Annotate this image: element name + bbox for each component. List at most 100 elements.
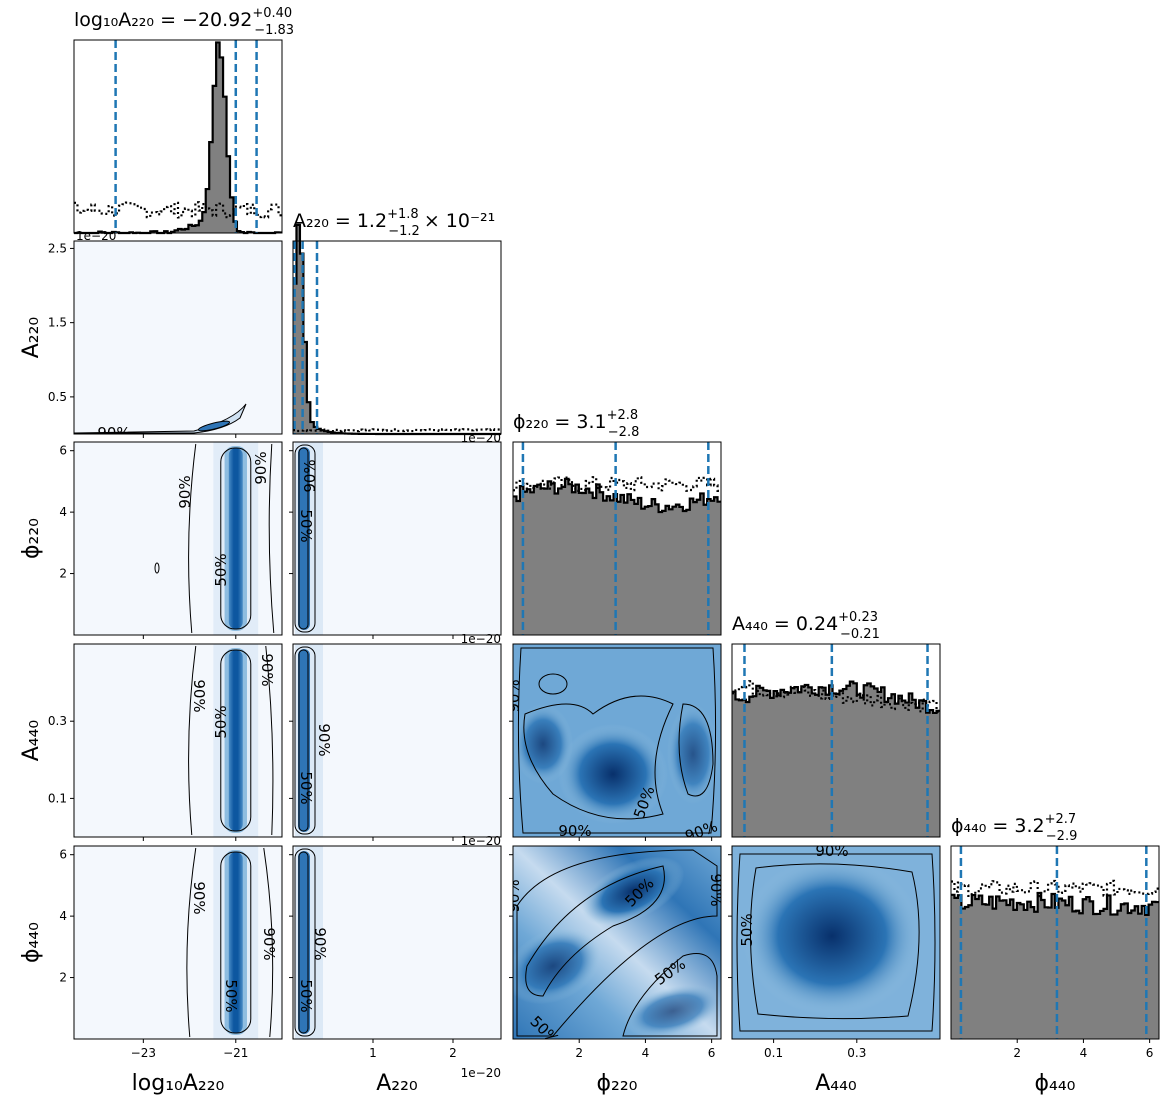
density-panel-log10A220-vs-phi440: 90% 90% 50% <box>73 845 283 1040</box>
axes-frame <box>73 845 283 1040</box>
contour-label-90-left: 90% <box>505 879 523 912</box>
contour-90 <box>294 646 316 835</box>
y-tick-label-phi220-0: 2 <box>59 567 67 581</box>
x-tick-label-phi220-1: 4 <box>642 1046 650 1060</box>
density-peak-left <box>513 927 601 1005</box>
histogram-fill-phi220 <box>513 478 721 635</box>
x-tick-label-phi220-2: 6 <box>708 1046 716 1060</box>
x-tick-label-log10A220-1: −21 <box>223 1046 248 1060</box>
offset-text-diag1: 1e−20 <box>461 431 501 445</box>
prior-histogram-A220 <box>293 428 501 433</box>
y-axis-label-A220: A₂₂₀ <box>19 317 44 359</box>
histogram-panel-phi440 <box>950 845 1160 1040</box>
axes-frame-A220 <box>292 240 502 435</box>
panel-title-phi220: ϕ₂₂₀ = 3.1+2.8 −2.8 <box>513 408 639 440</box>
histogram-fill-A440 <box>732 681 940 837</box>
contour-90-right <box>263 847 274 1038</box>
contour-50 <box>220 447 252 630</box>
density-core <box>298 649 310 832</box>
panel-title-log10A220: log₁₀A₂₂₀ = −20.92+0.40 −1.83 <box>74 6 294 38</box>
x-axis-label-A220: A₂₂₀ <box>376 1071 418 1096</box>
histogram-outline-A440 <box>732 680 940 715</box>
contour-90-left <box>188 443 197 634</box>
offset-text-row3: 1e−20 <box>461 834 501 848</box>
panel-title-A220: A₂₂₀ = 1.2+1.8 −1.2 × 10⁻²¹ <box>293 207 495 239</box>
axes-frame-phi440 <box>950 845 1160 1040</box>
density-peak-upper <box>581 856 685 926</box>
density-core <box>228 448 243 629</box>
density-peak <box>742 856 922 1016</box>
axes-frame <box>73 240 283 435</box>
contour-label-90-bottom: 90% <box>558 822 591 840</box>
contour-label-90-left: 90% <box>190 679 208 712</box>
density-core <box>298 851 310 1034</box>
axes-frame <box>73 643 283 838</box>
contour-label-50: 50% <box>212 553 230 586</box>
x-tick-label-A220-1: 2 <box>449 1046 457 1060</box>
histogram-panel-A220 <box>292 223 502 436</box>
contour-island <box>538 673 568 695</box>
contour-90-left <box>188 645 197 836</box>
contour-50-right <box>678 703 714 797</box>
x-axis-label-phi220: ϕ₂₂₀ <box>597 1071 638 1096</box>
y-tick-label-A220-0: 0.5 <box>48 390 67 404</box>
contour-label-90: 90% <box>315 723 333 756</box>
axes-frame <box>292 643 502 838</box>
contour-label-90: 90% <box>311 927 329 960</box>
contour-50-upper <box>525 865 665 997</box>
contour-label-50: 50% <box>297 771 315 804</box>
contour-50 <box>298 851 309 1034</box>
contour-50 <box>298 649 309 832</box>
y-tick-label-A220-1: 1.5 <box>48 316 67 330</box>
axes-frame-phi220 <box>512 441 722 636</box>
x-tick-label-A440-1: 0.3 <box>847 1046 866 1060</box>
y-tick-label-phi220-2: 6 <box>59 444 67 458</box>
x-tick-label-A440-0: 0.1 <box>764 1046 783 1060</box>
contour-label-90-right: 90% <box>260 927 278 960</box>
density-panel-log10A220-vs-A440: 90%90%50% <box>73 643 283 838</box>
contour-label-50: 50% <box>222 979 240 1012</box>
histogram-panel-A440 <box>731 643 941 838</box>
histogram-outline-phi220 <box>513 477 721 514</box>
axes-frame-A440 <box>731 643 941 838</box>
contour-50 <box>749 863 920 1020</box>
density-panel-A440-vs-phi440: 90% 50% <box>731 842 941 1040</box>
x-tick-label-phi220-0: 2 <box>575 1046 583 1060</box>
density-panel-log10A220-vs-phi220: 90% 90% 50% <box>73 441 283 636</box>
contour-50 <box>298 447 309 630</box>
axes-frame <box>512 643 722 838</box>
panel-title-A440: A₄₄₀ = 0.24+0.23 −0.21 <box>732 610 880 642</box>
density-panel-A220-vs-A440: 90%50% <box>292 643 502 838</box>
contour-label-90: 90% <box>815 842 848 860</box>
density-panel-log10A220-vs-A220: 90% <box>73 240 283 442</box>
x-tick-label-log10A220-0: −23 <box>131 1046 156 1060</box>
contour-label-90: 90% <box>97 424 130 442</box>
contour-label-50: 50% <box>297 979 315 1012</box>
axes-frame <box>292 441 502 636</box>
axes-frame <box>512 845 722 1040</box>
contour-label-90-left: 90% <box>505 679 523 712</box>
density-core <box>228 650 243 831</box>
y-tick-label-phi440-1: 4 <box>59 909 67 923</box>
contour-90-upper <box>516 849 718 1037</box>
x-tick-label-A220-0: 1 <box>369 1046 377 1060</box>
offset-text-bottom: 1e−20 <box>461 1066 501 1080</box>
contour-50 <box>523 695 674 820</box>
contour-label-90-left: 90% <box>176 475 194 508</box>
contour-90 <box>517 647 717 834</box>
contour-label-50: 50% <box>297 509 315 542</box>
contour-50 <box>220 649 252 832</box>
prior-histogram-phi440 <box>951 879 1159 898</box>
contour-label-90: 90% <box>301 459 319 492</box>
density-peak <box>558 724 668 824</box>
contour-90 <box>294 848 316 1037</box>
density-panel-phi220-vs-A440: 90%90% 90%50% <box>505 643 722 840</box>
density-panel-A220-vs-phi220: 90% 50% <box>292 441 502 636</box>
x-axis-label-phi440: ϕ₄₄₀ <box>1035 1071 1076 1096</box>
y-tick-label-phi440-2: 6 <box>59 848 67 862</box>
y-axis-label-phi440: ϕ₄₄₀ <box>19 922 44 963</box>
y-tick-label-phi220-1: 4 <box>59 505 67 519</box>
contour-90-left <box>186 847 197 1038</box>
x-axis-label-log10A220: log₁₀A₂₂₀ <box>132 1071 225 1096</box>
density-panel-A220-vs-phi440: 90% 50% <box>292 845 502 1040</box>
